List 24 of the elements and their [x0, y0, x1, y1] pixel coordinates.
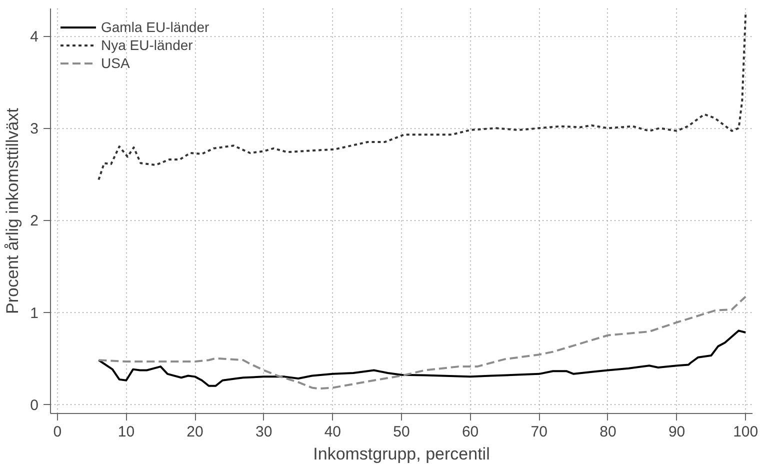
- legend-label: Nya EU-länder: [101, 36, 193, 54]
- y-tick-label: 1: [30, 304, 38, 322]
- legend-label: USA: [101, 54, 130, 72]
- x-tick-label: 90: [668, 424, 686, 440]
- line-series: [98, 13, 747, 181]
- x-tick-label: 100: [733, 424, 758, 440]
- x-axis-title: Inkomstgrupp, percentil: [313, 444, 490, 464]
- line-series: [98, 296, 747, 390]
- line-series: [98, 330, 747, 387]
- legend-label: Gamla EU-länder: [101, 18, 210, 36]
- x-tick-label: 0: [53, 424, 62, 440]
- x-tick-label: 50: [393, 424, 410, 440]
- x-tick-label: 70: [530, 424, 548, 440]
- x-tick-label: 20: [186, 424, 204, 440]
- y-tick-label: 4: [30, 28, 38, 46]
- y-axis-title: Procent årlig inkomsttillväxt: [3, 108, 22, 314]
- x-tick-label: 60: [462, 424, 479, 440]
- y-tick-label: 3: [30, 120, 38, 138]
- x-tick-label: 10: [118, 424, 135, 440]
- y-tick-label: 2: [30, 212, 38, 230]
- x-tick-label: 30: [256, 424, 272, 440]
- y-tick-label: 0: [30, 396, 38, 414]
- x-tick-label: 80: [600, 424, 616, 440]
- x-tick-label: 40: [324, 424, 342, 440]
